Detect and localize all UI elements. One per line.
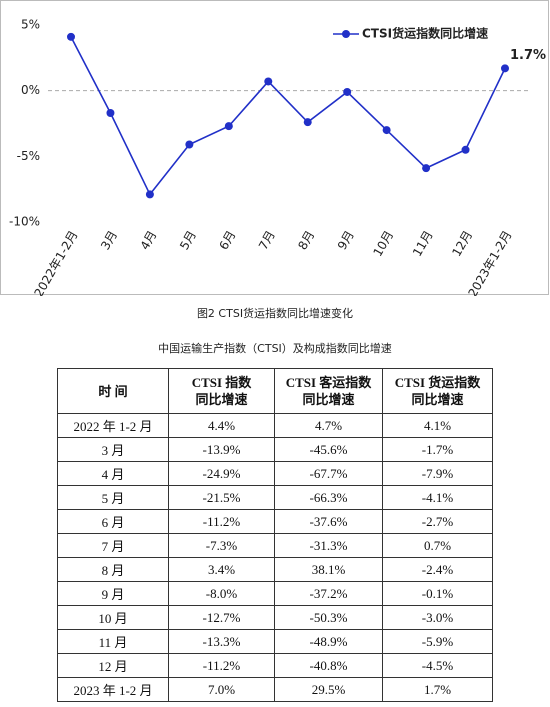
- table-cell: -66.3%: [274, 485, 383, 510]
- header-line: 时 间: [98, 383, 128, 399]
- table-cell: 38.1%: [274, 557, 383, 582]
- header-cell: 时 间: [57, 368, 169, 414]
- table-cell: 4 月: [57, 461, 169, 486]
- data-point: [461, 145, 470, 154]
- table-row: 4 月 -24.9% -67.7% -7.9%: [57, 461, 493, 486]
- data-point: [422, 164, 431, 173]
- table-cell: 12 月: [57, 653, 169, 678]
- table-cell: -37.6%: [274, 509, 383, 534]
- table-cell: -21.5%: [168, 485, 275, 510]
- table-title: 中国运输生产指数（CTSI）及构成指数同比增速: [158, 342, 392, 355]
- y-tick-label: -10%: [9, 215, 40, 229]
- data-point: [501, 64, 509, 73]
- table-cell: 9 月: [57, 581, 169, 606]
- table-row: 11 月 -13.3% -48.9% -5.9%: [57, 629, 493, 654]
- data-point: [106, 108, 115, 117]
- table-cell: -3.0%: [382, 605, 493, 630]
- table-cell: -67.7%: [274, 461, 383, 486]
- header-line: CTSI 货运指数: [394, 375, 481, 390]
- data-point: [224, 122, 233, 131]
- table-cell: 8 月: [57, 557, 169, 582]
- table-cell: 1.7%: [382, 677, 493, 702]
- data-table: 时 间 CTSI 指数 同比增速 CTSI 客运指数 同比增速 CTSI 货运指数 同比增速…: [57, 368, 493, 702]
- table-cell: 11 月: [57, 629, 169, 654]
- table-cell: -48.9%: [274, 629, 383, 654]
- chart: 5%0%-5%-10%2022年1-2月 3月 4月 5月 6月 7月 8月 9月 10月 11月…: [0, 0, 549, 296]
- y-tick-label: -5%: [17, 149, 40, 163]
- table-cell: -2.7%: [382, 509, 493, 534]
- table-cell: -40.8%: [274, 653, 383, 678]
- table-row: 10 月 -12.7% -50.3% -3.0%: [57, 605, 493, 630]
- table-row: 8 月 3.4% 38.1% -2.4%: [57, 557, 493, 582]
- table-cell: -5.9%: [382, 629, 493, 654]
- table-row: 9 月 -8.0% -37.2% -0.1%: [57, 581, 493, 606]
- table-cell: -12.7%: [168, 605, 275, 630]
- header-line: 同比增速: [302, 392, 355, 407]
- table-cell: -45.6%: [274, 437, 383, 462]
- data-point: [303, 118, 312, 127]
- legend-label: CTSI货运指数同比增速: [362, 26, 488, 41]
- data-point: [343, 87, 352, 96]
- table-cell: 3.4%: [168, 557, 275, 582]
- table-cell: -13.3%: [168, 629, 275, 654]
- data-point: [382, 126, 391, 135]
- data-point: [264, 77, 273, 86]
- header-cell: CTSI 客运指数 同比增速: [274, 368, 383, 414]
- table-cell: -11.2%: [168, 509, 275, 534]
- table-cell: 4.1%: [382, 413, 493, 438]
- table-cell: 4.4%: [168, 413, 275, 438]
- data-line: [70, 36, 506, 196]
- table-cell: -2.4%: [382, 557, 493, 582]
- table-cell: -7.9%: [382, 461, 493, 486]
- table-cell: -50.3%: [274, 605, 383, 630]
- table-cell: -1.7%: [382, 437, 493, 462]
- table-cell: 0.7%: [382, 533, 493, 558]
- table-cell: 5 月: [57, 485, 169, 510]
- table-cell: -37.2%: [274, 581, 383, 606]
- table-cell: 4.7%: [274, 413, 383, 438]
- header-row: 时 间 CTSI 指数 同比增速 CTSI 客运指数 同比增速 CTSI 货运指数 同比增速: [57, 368, 493, 414]
- table-cell: -7.3%: [168, 533, 275, 558]
- data-label: 1.7%: [510, 48, 546, 63]
- header-cell: CTSI 货运指数 同比增速: [382, 368, 493, 414]
- header-cell: CTSI 指数 同比增速: [168, 368, 275, 414]
- data-point: [67, 32, 75, 41]
- table-cell: 7.0%: [168, 677, 275, 702]
- header-line: 同比增速: [195, 392, 248, 407]
- data-point: [145, 190, 154, 199]
- table-cell: -8.0%: [168, 581, 275, 606]
- table-cell: -13.9%: [168, 437, 275, 462]
- table-row: 3 月 -13.9% -45.6% -1.7%: [57, 437, 493, 462]
- chart-frame: [0, 0, 549, 295]
- table-cell: -0.1%: [382, 581, 493, 606]
- table-row: 6 月 -11.2% -37.6% -2.7%: [57, 509, 493, 534]
- table-cell: 10 月: [57, 605, 169, 630]
- table-cell: 6 月: [57, 509, 169, 534]
- table-row: 7 月 -7.3% -31.3% 0.7%: [57, 533, 493, 558]
- header-line: 同比增速: [411, 392, 464, 407]
- y-tick-label: 5%: [21, 18, 40, 32]
- data-point: [185, 140, 194, 149]
- table-cell: -4.1%: [382, 485, 493, 510]
- header-line: CTSI 指数: [191, 375, 252, 390]
- table-cell: -4.5%: [382, 653, 493, 678]
- table-cell: 7 月: [57, 533, 169, 558]
- table-cell: -31.3%: [274, 533, 383, 558]
- table-cell: 2023 年 1-2 月: [57, 677, 169, 702]
- y-tick-label: 0%: [21, 83, 40, 97]
- table-cell: 2022 年 1-2 月: [57, 413, 169, 438]
- header-line: CTSI 客运指数: [285, 375, 372, 390]
- table-row: 5 月 -21.5% -66.3% -4.1%: [57, 485, 493, 510]
- figure-caption: 图2 CTSI货运指数同比增速变化: [196, 307, 354, 320]
- table-cell: -24.9%: [168, 461, 275, 486]
- table-row: 12 月 -11.2% -40.8% -4.5%: [57, 653, 493, 678]
- table-cell: 29.5%: [274, 677, 383, 702]
- table-row: 2022 年 1-2 月 4.4% 4.7% 4.1%: [57, 413, 493, 438]
- table-cell: 3 月: [57, 437, 169, 462]
- legend-marker: [342, 30, 350, 38]
- table-row: 2023 年 1-2 月 7.0% 29.5% 1.7%: [57, 677, 493, 702]
- table-cell: -11.2%: [168, 653, 275, 678]
